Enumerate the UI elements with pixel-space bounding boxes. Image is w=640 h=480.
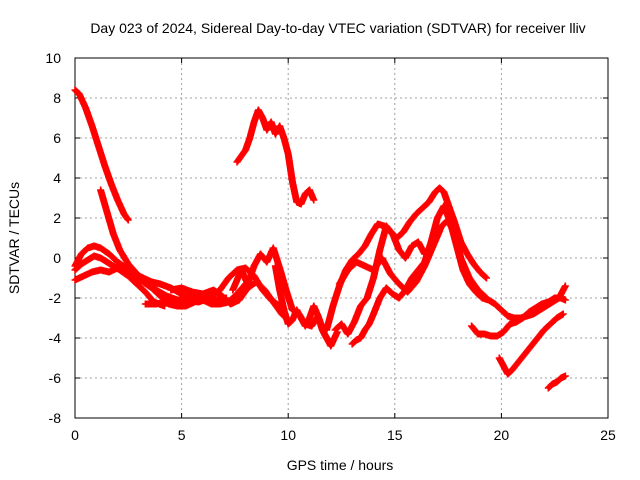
y-tick-label: 6 — [53, 130, 61, 146]
trace-marker — [561, 283, 569, 291]
trace-marker — [481, 272, 489, 280]
chart-title: Day 023 of 2024, Sidereal Day-to-day VTE… — [90, 20, 585, 36]
y-tick-label: -6 — [49, 370, 62, 386]
trace-marker — [325, 336, 333, 344]
x-tick-label: 5 — [178, 427, 186, 443]
x-axis-label: GPS time / hours — [287, 457, 394, 473]
series-track-15 — [468, 294, 569, 340]
series-track-5 — [71, 252, 169, 310]
series-track-10 — [271, 262, 335, 346]
x-tick-label: 25 — [600, 427, 616, 443]
plot-frame — [74, 57, 609, 419]
y-tick-label: -4 — [49, 330, 62, 346]
trace-marker — [326, 337, 334, 345]
series-track-16 — [495, 310, 567, 378]
y-tick-label: 10 — [45, 50, 61, 66]
series-track-8 — [233, 106, 318, 208]
trace-marker — [124, 215, 132, 223]
trace-marker — [558, 311, 566, 319]
trace-marker — [482, 273, 490, 281]
y-tick-label: -2 — [49, 290, 62, 306]
series-track-7 — [167, 278, 294, 326]
y-tick-label: 8 — [53, 90, 61, 106]
y-tick-label: 2 — [53, 210, 61, 226]
y-tick-label: 4 — [53, 170, 61, 186]
x-tick-label: 20 — [494, 427, 510, 443]
series-track-1 — [71, 86, 132, 224]
x-tick-label: 10 — [280, 427, 296, 443]
x-tick-label: 15 — [387, 427, 403, 443]
data-points — [71, 86, 569, 392]
trace-marker — [560, 296, 568, 303]
x-tick-label: 0 — [71, 427, 79, 443]
trace-marker — [560, 373, 568, 380]
trace-marker — [309, 195, 317, 203]
series-track-13 — [331, 222, 429, 338]
y-tick-label: -8 — [49, 410, 62, 426]
grid-lines — [75, 58, 608, 418]
y-tick-label: 0 — [53, 250, 61, 266]
series-track-17 — [544, 372, 569, 392]
y-axis-label: SDTVAR / TECUs — [6, 182, 22, 294]
axis-ticks: 0 5 10 15 20 25 -8 -6 -4 -2 0 2 4 6 8 10 — [45, 50, 616, 443]
